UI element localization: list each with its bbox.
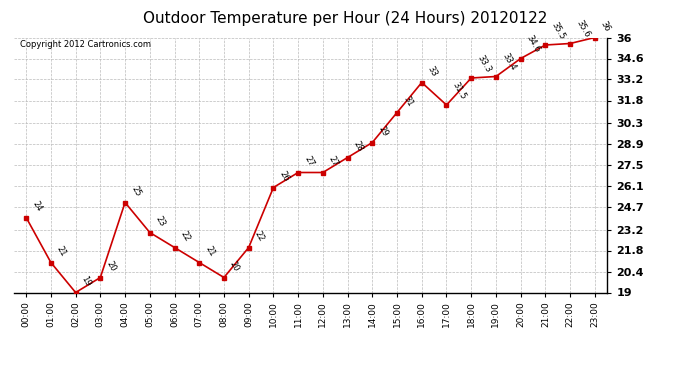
Text: 33.3: 33.3 (475, 53, 493, 74)
Text: 28: 28 (352, 140, 365, 153)
Text: 34.6: 34.6 (525, 34, 542, 54)
Text: 19: 19 (80, 275, 93, 288)
Text: 22: 22 (179, 230, 192, 243)
Text: 22: 22 (253, 230, 266, 243)
Text: 20: 20 (228, 260, 242, 273)
Text: 26: 26 (277, 170, 290, 183)
Text: 20: 20 (104, 260, 117, 273)
Text: 35.6: 35.6 (574, 19, 591, 39)
Text: 33.4: 33.4 (500, 52, 518, 72)
Text: 29: 29 (377, 125, 390, 138)
Text: 21: 21 (55, 245, 68, 258)
Text: 35.5: 35.5 (549, 20, 566, 41)
Text: 24: 24 (30, 200, 43, 213)
Text: 27: 27 (302, 154, 315, 168)
Text: 27: 27 (327, 154, 340, 168)
Text: Outdoor Temperature per Hour (24 Hours) 20120122: Outdoor Temperature per Hour (24 Hours) … (143, 11, 547, 26)
Text: 21: 21 (204, 245, 217, 258)
Text: Copyright 2012 Cartronics.com: Copyright 2012 Cartronics.com (20, 40, 150, 49)
Text: 33: 33 (426, 64, 439, 78)
Text: 31.5: 31.5 (451, 80, 468, 101)
Text: 36: 36 (599, 20, 612, 33)
Text: 31: 31 (401, 94, 414, 108)
Text: 23: 23 (154, 214, 167, 228)
Text: 25: 25 (129, 185, 142, 198)
